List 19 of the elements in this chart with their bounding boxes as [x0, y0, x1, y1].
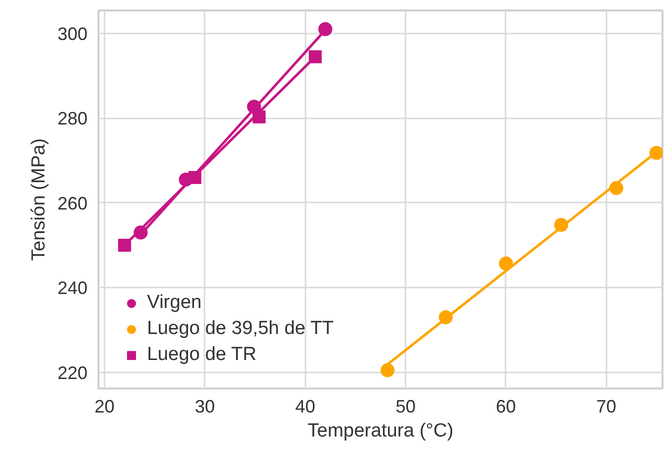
- x-axis-title: Temperatura (°C): [308, 420, 454, 442]
- x-tick-label: 50: [396, 396, 416, 416]
- y-tick-label: 300: [57, 24, 88, 44]
- point: [380, 363, 395, 378]
- y-tick-label: 260: [57, 193, 88, 214]
- y-tick-label: 220: [57, 362, 88, 383]
- point: [318, 22, 332, 36]
- x-tick-label: 70: [596, 396, 616, 416]
- y-tick-label: 280: [57, 108, 88, 129]
- legend-label: Luego de TR: [147, 344, 257, 366]
- legend-label: Virgen: [147, 292, 202, 314]
- x-tick-label: 60: [496, 396, 516, 416]
- point: [649, 146, 662, 160]
- x-tick-label: 30: [194, 396, 215, 416]
- y-tick-label: 240: [57, 278, 88, 298]
- x-tick-label: 20: [94, 396, 115, 416]
- legend-label: Luego de 39,5h de TT: [147, 318, 334, 340]
- y-axis-title: Tensión (MPa): [28, 138, 50, 261]
- x-tick-label: 40: [295, 396, 316, 416]
